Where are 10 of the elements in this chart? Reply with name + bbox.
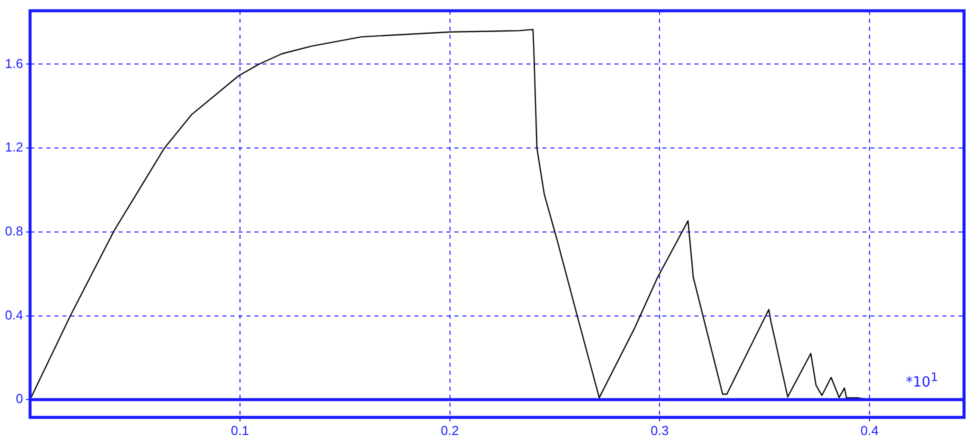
- y-tick-label: 1.2: [4, 140, 24, 155]
- y-tick-label: 0.8: [4, 223, 24, 238]
- x-tick-label: 0.2: [440, 422, 459, 438]
- x-tick-label: 0.3: [650, 422, 669, 438]
- x-tick-label: 0.1: [230, 422, 249, 438]
- y-tick-label: 0.4: [4, 307, 24, 322]
- x-tick-label: 0.4: [860, 422, 879, 438]
- y-tick-label: 0: [16, 391, 24, 406]
- annotation: *10$^{1}$: [906, 370, 938, 391]
- y-tick-label: 1.6: [4, 56, 24, 71]
